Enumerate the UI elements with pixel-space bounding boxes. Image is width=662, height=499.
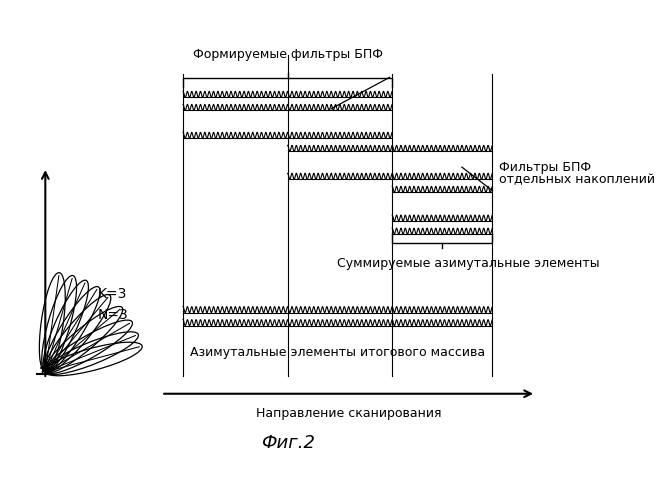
Text: Направление сканирования: Направление сканирования	[256, 407, 442, 420]
Text: Фиг.2: Фиг.2	[261, 435, 316, 453]
Text: Суммируемые азимутальные элементы: Суммируемые азимутальные элементы	[337, 257, 600, 270]
Text: отдельных накоплений: отдельных накоплений	[498, 173, 655, 186]
Text: N=3: N=3	[97, 308, 128, 322]
Text: Формируемые фильтры БПФ: Формируемые фильтры БПФ	[193, 48, 383, 61]
Text: K=3: K=3	[97, 286, 127, 300]
Text: Фильтры БПФ: Фильтры БПФ	[498, 161, 591, 174]
Text: Азимутальные элементы итогового массива: Азимутальные элементы итогового массива	[190, 346, 485, 359]
